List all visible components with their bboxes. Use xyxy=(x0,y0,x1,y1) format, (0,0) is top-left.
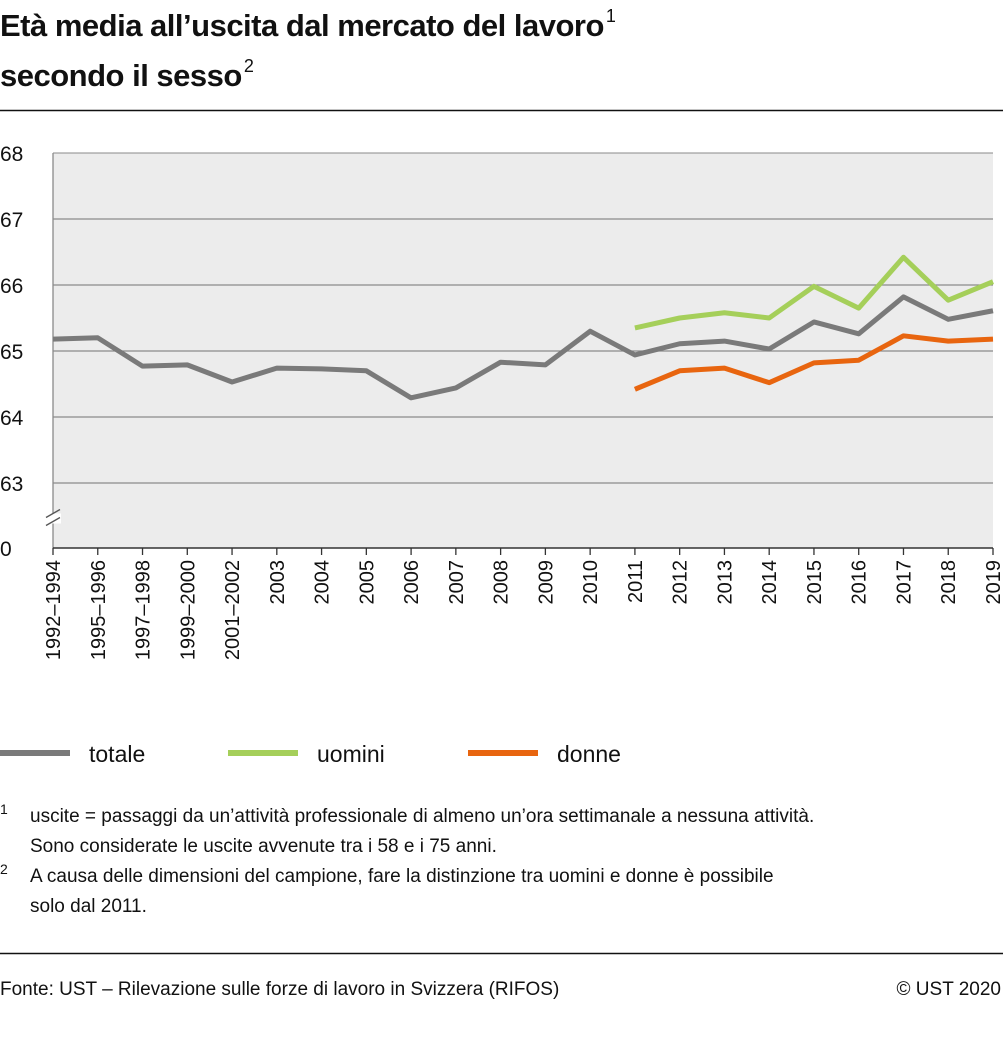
x-tick-label: 2011 xyxy=(625,560,647,603)
footnote-text: A causa delle dimensioni del campione, f… xyxy=(30,866,774,887)
title-note: 2 xyxy=(244,56,254,76)
legend-label: totale xyxy=(89,741,145,767)
x-tick-label: 2016 xyxy=(849,560,871,605)
source: Fonte: UST – Rilevazione sulle forze di … xyxy=(0,979,559,1000)
footnote-marker: 1 xyxy=(0,801,8,817)
line-series xyxy=(52,294,994,401)
x-tick-label: 2018 xyxy=(938,560,960,605)
x-tick-label: 2004 xyxy=(312,560,334,605)
x-tick-label: 1997–1998 xyxy=(133,560,155,660)
y-tick-label: 65 xyxy=(0,341,23,364)
line-series xyxy=(634,254,994,331)
y-tick-label: 66 xyxy=(0,275,23,298)
y-tick-label: 67 xyxy=(0,209,23,232)
y-tick-label: 68 xyxy=(0,143,23,166)
title-note: 1 xyxy=(606,6,616,26)
x-tick-label: 1992–1994 xyxy=(43,560,65,660)
line-series xyxy=(633,333,994,392)
chart-title: Età media all’uscita dal mercato del lav… xyxy=(0,8,604,43)
footnote-text: Sono considerate le uscite avvenute tra … xyxy=(30,836,497,857)
x-tick-label: 2001–2002 xyxy=(222,560,244,660)
axis-break xyxy=(45,516,61,527)
x-tick-label: 2009 xyxy=(535,560,557,605)
x-tick-label: 2014 xyxy=(759,560,781,605)
axis-break xyxy=(45,513,61,524)
x-tick-label: 2017 xyxy=(893,560,915,605)
x-tick-label: 2010 xyxy=(580,560,602,605)
y-tick-label: 63 xyxy=(0,473,23,496)
x-tick-label: 2007 xyxy=(446,560,468,605)
y-tick-label: 0 xyxy=(0,538,12,561)
x-tick-label: 2005 xyxy=(356,560,378,605)
x-tick-label: 1995–1996 xyxy=(88,560,110,660)
copyright: © UST 2020 xyxy=(897,979,1001,1000)
x-tick-label: 2006 xyxy=(401,560,423,605)
x-tick-label: 2012 xyxy=(670,560,692,605)
footnote-text: uscite = passaggi da un’attività profess… xyxy=(30,806,814,827)
axis-break xyxy=(45,508,61,519)
footnote-text: solo dal 2011. xyxy=(30,896,147,917)
x-tick-label: 2013 xyxy=(714,560,736,605)
legend-label: donne xyxy=(557,741,621,767)
x-tick-label: 2008 xyxy=(491,560,513,605)
x-tick-label: 2003 xyxy=(267,560,289,605)
x-tick-label: 2015 xyxy=(804,560,826,605)
footnote-marker: 2 xyxy=(0,861,8,877)
x-tick-label: 2019 xyxy=(983,560,1003,605)
legend-label: uomini xyxy=(317,741,385,767)
y-tick-label: 64 xyxy=(0,407,24,430)
x-tick-label: 1999–2000 xyxy=(177,560,199,660)
chart-title: secondo il sesso xyxy=(0,58,242,93)
